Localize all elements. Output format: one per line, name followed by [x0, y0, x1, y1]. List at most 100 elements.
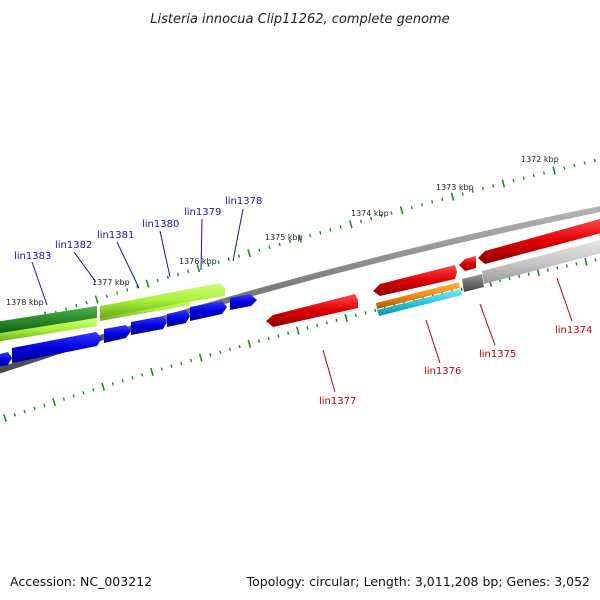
minor-tick	[354, 313, 357, 318]
minor-tick	[565, 264, 568, 268]
gene-label-lin1381[interactable]: lin1381	[97, 230, 134, 241]
gene-arrow-cyan[interactable]	[377, 289, 462, 316]
major-tick	[198, 353, 203, 362]
minor-tick	[189, 358, 193, 363]
gene-arrow-red[interactable]	[478, 218, 600, 264]
minor-tick	[287, 331, 290, 335]
minor-tick	[65, 307, 68, 311]
gene-arrow-blue[interactable]	[230, 294, 257, 310]
minor-tick	[72, 394, 75, 398]
major-tick	[150, 367, 154, 377]
gene-arrow-orange[interactable]	[376, 282, 460, 309]
kbp-label: 1374 kbp	[351, 209, 389, 218]
gene-arrow-light-green[interactable]	[0, 318, 97, 342]
gene-arrow-blue[interactable]	[0, 352, 12, 368]
major-tick	[247, 339, 252, 348]
major-tick	[399, 206, 404, 215]
minor-tick	[532, 173, 535, 178]
minor-tick	[92, 388, 95, 392]
minor-tick	[335, 318, 338, 323]
major-tick	[450, 192, 455, 201]
gene-arrow-dark-green[interactable]	[0, 306, 97, 334]
minor-tick	[13, 413, 16, 417]
gene-arrow-red[interactable]	[373, 265, 457, 296]
major-tick	[52, 398, 57, 407]
minor-tick	[508, 276, 511, 281]
gene-label-lin1379[interactable]: lin1379	[184, 207, 221, 218]
gene-label-lin1376[interactable]: lin1376	[424, 366, 461, 377]
gene-arrow-gray-light[interactable]	[482, 239, 600, 284]
minor-tick	[176, 272, 180, 277]
gene-label-lin1382[interactable]: lin1382	[55, 240, 92, 251]
minor-tick	[575, 262, 578, 266]
minor-tick	[111, 382, 115, 386]
gene-arrow-blue[interactable]	[12, 332, 102, 363]
kbp-label: 1373 kbp	[436, 183, 474, 192]
minor-tick	[217, 260, 220, 264]
gene-track-mixed	[376, 239, 600, 316]
major-tick	[552, 166, 556, 175]
minor-tick	[126, 288, 129, 292]
gene-label-lin1378[interactable]: lin1378	[225, 196, 262, 207]
major-tick	[145, 279, 150, 288]
major-tick	[348, 220, 353, 229]
gene-arrow-blue[interactable]	[104, 325, 131, 343]
gene-arrow-blue[interactable]	[131, 316, 167, 335]
gene-arrow-red-lin1377[interactable]	[266, 294, 358, 327]
major-tick	[196, 264, 201, 273]
minor-tick	[460, 287, 463, 292]
minor-tick	[364, 311, 367, 315]
minor-tick	[492, 184, 495, 188]
major-tick	[584, 257, 588, 266]
genome-summary-text: Topology: circular; Length: 3,011,208 bp…	[246, 574, 590, 589]
gene-label-lin1375[interactable]: lin1375	[479, 349, 516, 360]
minor-tick	[309, 233, 312, 238]
gene-arrow-blue[interactable]	[167, 310, 190, 327]
gene-arrow-light-green[interactable]	[100, 283, 225, 318]
minor-tick	[160, 367, 163, 371]
minor-tick	[82, 391, 85, 395]
minor-tick	[258, 248, 261, 252]
minor-tick	[170, 364, 173, 368]
accession-text: Accession: NC_003212	[10, 574, 152, 589]
minor-tick	[156, 278, 159, 283]
minor-tick	[380, 214, 383, 218]
minor-tick	[594, 258, 597, 262]
gene-arrow-red[interactable]	[459, 256, 476, 271]
minor-tick	[390, 211, 393, 215]
minor-tick	[306, 326, 309, 330]
gene-arrow-gray-dark[interactable]	[462, 274, 484, 292]
minor-tick	[471, 189, 474, 194]
minor-tick	[43, 403, 46, 408]
minor-tick	[527, 272, 530, 276]
red-leader-lines	[322, 277, 573, 393]
outer-tick-ring	[4, 158, 596, 331]
gene-label-lin1374[interactable]: lin1374	[555, 325, 592, 336]
gene-label-lin1380[interactable]: lin1380	[142, 219, 179, 230]
minor-tick	[583, 161, 586, 165]
minor-tick	[166, 275, 169, 280]
gene-track-red-upper	[373, 218, 600, 296]
minor-tick	[238, 344, 241, 349]
minor-tick	[105, 294, 108, 298]
minor-tick	[62, 397, 66, 401]
gene-label-lin1383[interactable]: lin1383	[14, 251, 51, 262]
minor-tick	[267, 336, 270, 341]
major-tick	[247, 249, 252, 258]
minor-tick	[441, 197, 444, 202]
minor-tick	[518, 274, 521, 278]
kbp-label: 1375 kbp	[265, 233, 303, 242]
minor-tick	[85, 300, 88, 305]
minor-tick	[121, 379, 124, 383]
gene-label-lin1377[interactable]: lin1377	[319, 396, 356, 407]
major-tick	[296, 326, 300, 335]
major-tick	[94, 295, 99, 304]
gene-arrow-blue[interactable]	[190, 301, 227, 321]
minor-tick	[325, 321, 328, 325]
minor-tick	[329, 228, 332, 232]
minor-tick	[339, 225, 342, 229]
minor-tick	[573, 163, 576, 168]
minor-tick	[563, 166, 566, 170]
minor-tick	[420, 203, 424, 207]
